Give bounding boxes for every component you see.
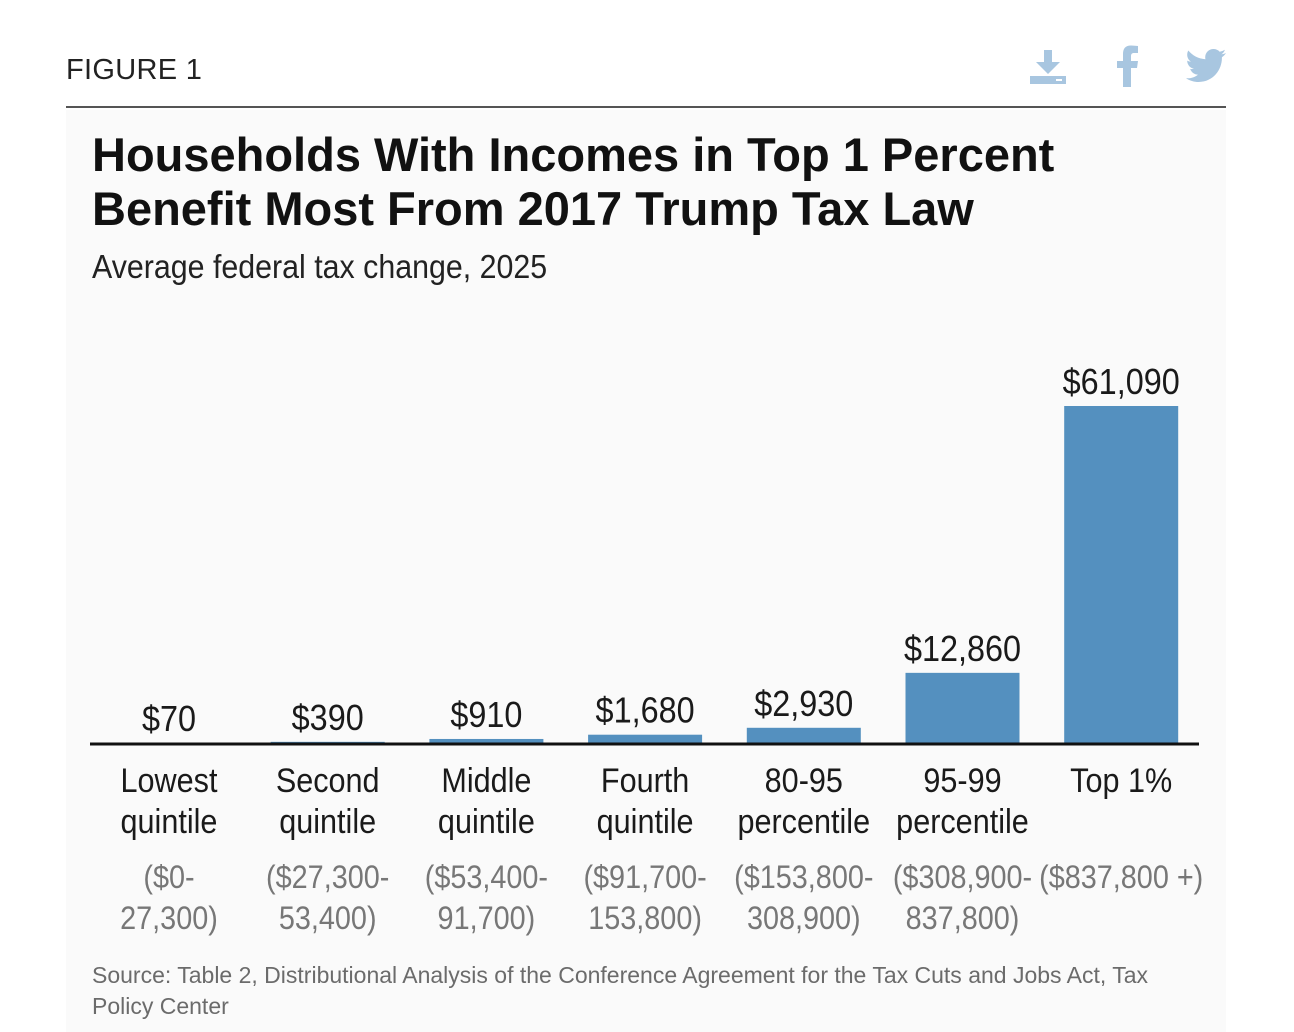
bar (1064, 406, 1179, 744)
category-label: Fourth (601, 762, 689, 800)
income-range-label: ($27,300- (266, 860, 389, 896)
category-label: percentile (896, 803, 1029, 841)
header-divider (66, 106, 1226, 108)
figure-label: FIGURE 1 (66, 54, 203, 86)
data-label: $2,930 (754, 684, 853, 724)
download-button[interactable] (1028, 44, 1068, 88)
category-label: 95-99 (923, 762, 1001, 800)
category-label: quintile (597, 803, 694, 841)
data-label: $910 (450, 695, 522, 735)
income-range-label: ($308,900- (893, 860, 1032, 896)
chart-title: Households With Incomes in Top 1 Percent… (92, 128, 1055, 235)
data-label: $61,090 (1063, 362, 1180, 402)
income-range-label: 837,800) (906, 901, 1020, 937)
data-label: $390 (292, 698, 364, 738)
category-label: quintile (438, 803, 535, 841)
income-range-label: 308,900) (747, 901, 861, 937)
income-range-label: ($91,700- (583, 860, 706, 896)
income-range-label: ($0- (143, 860, 194, 896)
bar (746, 727, 861, 744)
income-range-label: ($53,400- (425, 860, 548, 896)
data-label: $1,680 (596, 691, 695, 731)
facebook-share-button[interactable] (1114, 44, 1140, 88)
category-label: 80-95 (765, 762, 843, 800)
bar (588, 734, 703, 744)
twitter-icon (1186, 49, 1226, 82)
income-range-label: 91,700) (438, 901, 536, 937)
data-label: $70 (142, 699, 196, 739)
category-label: Lowest (121, 762, 218, 800)
bar-chart: $70Lowestquintile($0-27,300)$390Secondqu… (90, 362, 1203, 937)
facebook-icon (1117, 45, 1138, 87)
category-label: quintile (121, 803, 218, 841)
data-label: $12,860 (904, 629, 1021, 669)
income-range-label: 53,400) (279, 901, 377, 937)
category-label: Middle (441, 762, 531, 800)
download-icon (1030, 50, 1066, 84)
category-label: Top 1% (1070, 762, 1172, 800)
category-label: quintile (279, 803, 376, 841)
chart-panel (66, 110, 1226, 1032)
source-note: Source: Table 2, Distributional Analysis… (92, 962, 1149, 1019)
income-range-label: 27,300) (120, 901, 218, 937)
income-range-label: 153,800) (588, 901, 702, 937)
income-range-label: ($153,800- (734, 860, 873, 896)
category-label: Second (276, 762, 380, 800)
income-range-label: ($837,800 +) (1039, 860, 1203, 896)
bar (429, 738, 544, 744)
chart-subtitle: Average federal tax change, 2025 (92, 248, 548, 285)
bar (905, 672, 1020, 744)
twitter-share-button[interactable] (1186, 44, 1226, 88)
category-label: percentile (737, 803, 870, 841)
